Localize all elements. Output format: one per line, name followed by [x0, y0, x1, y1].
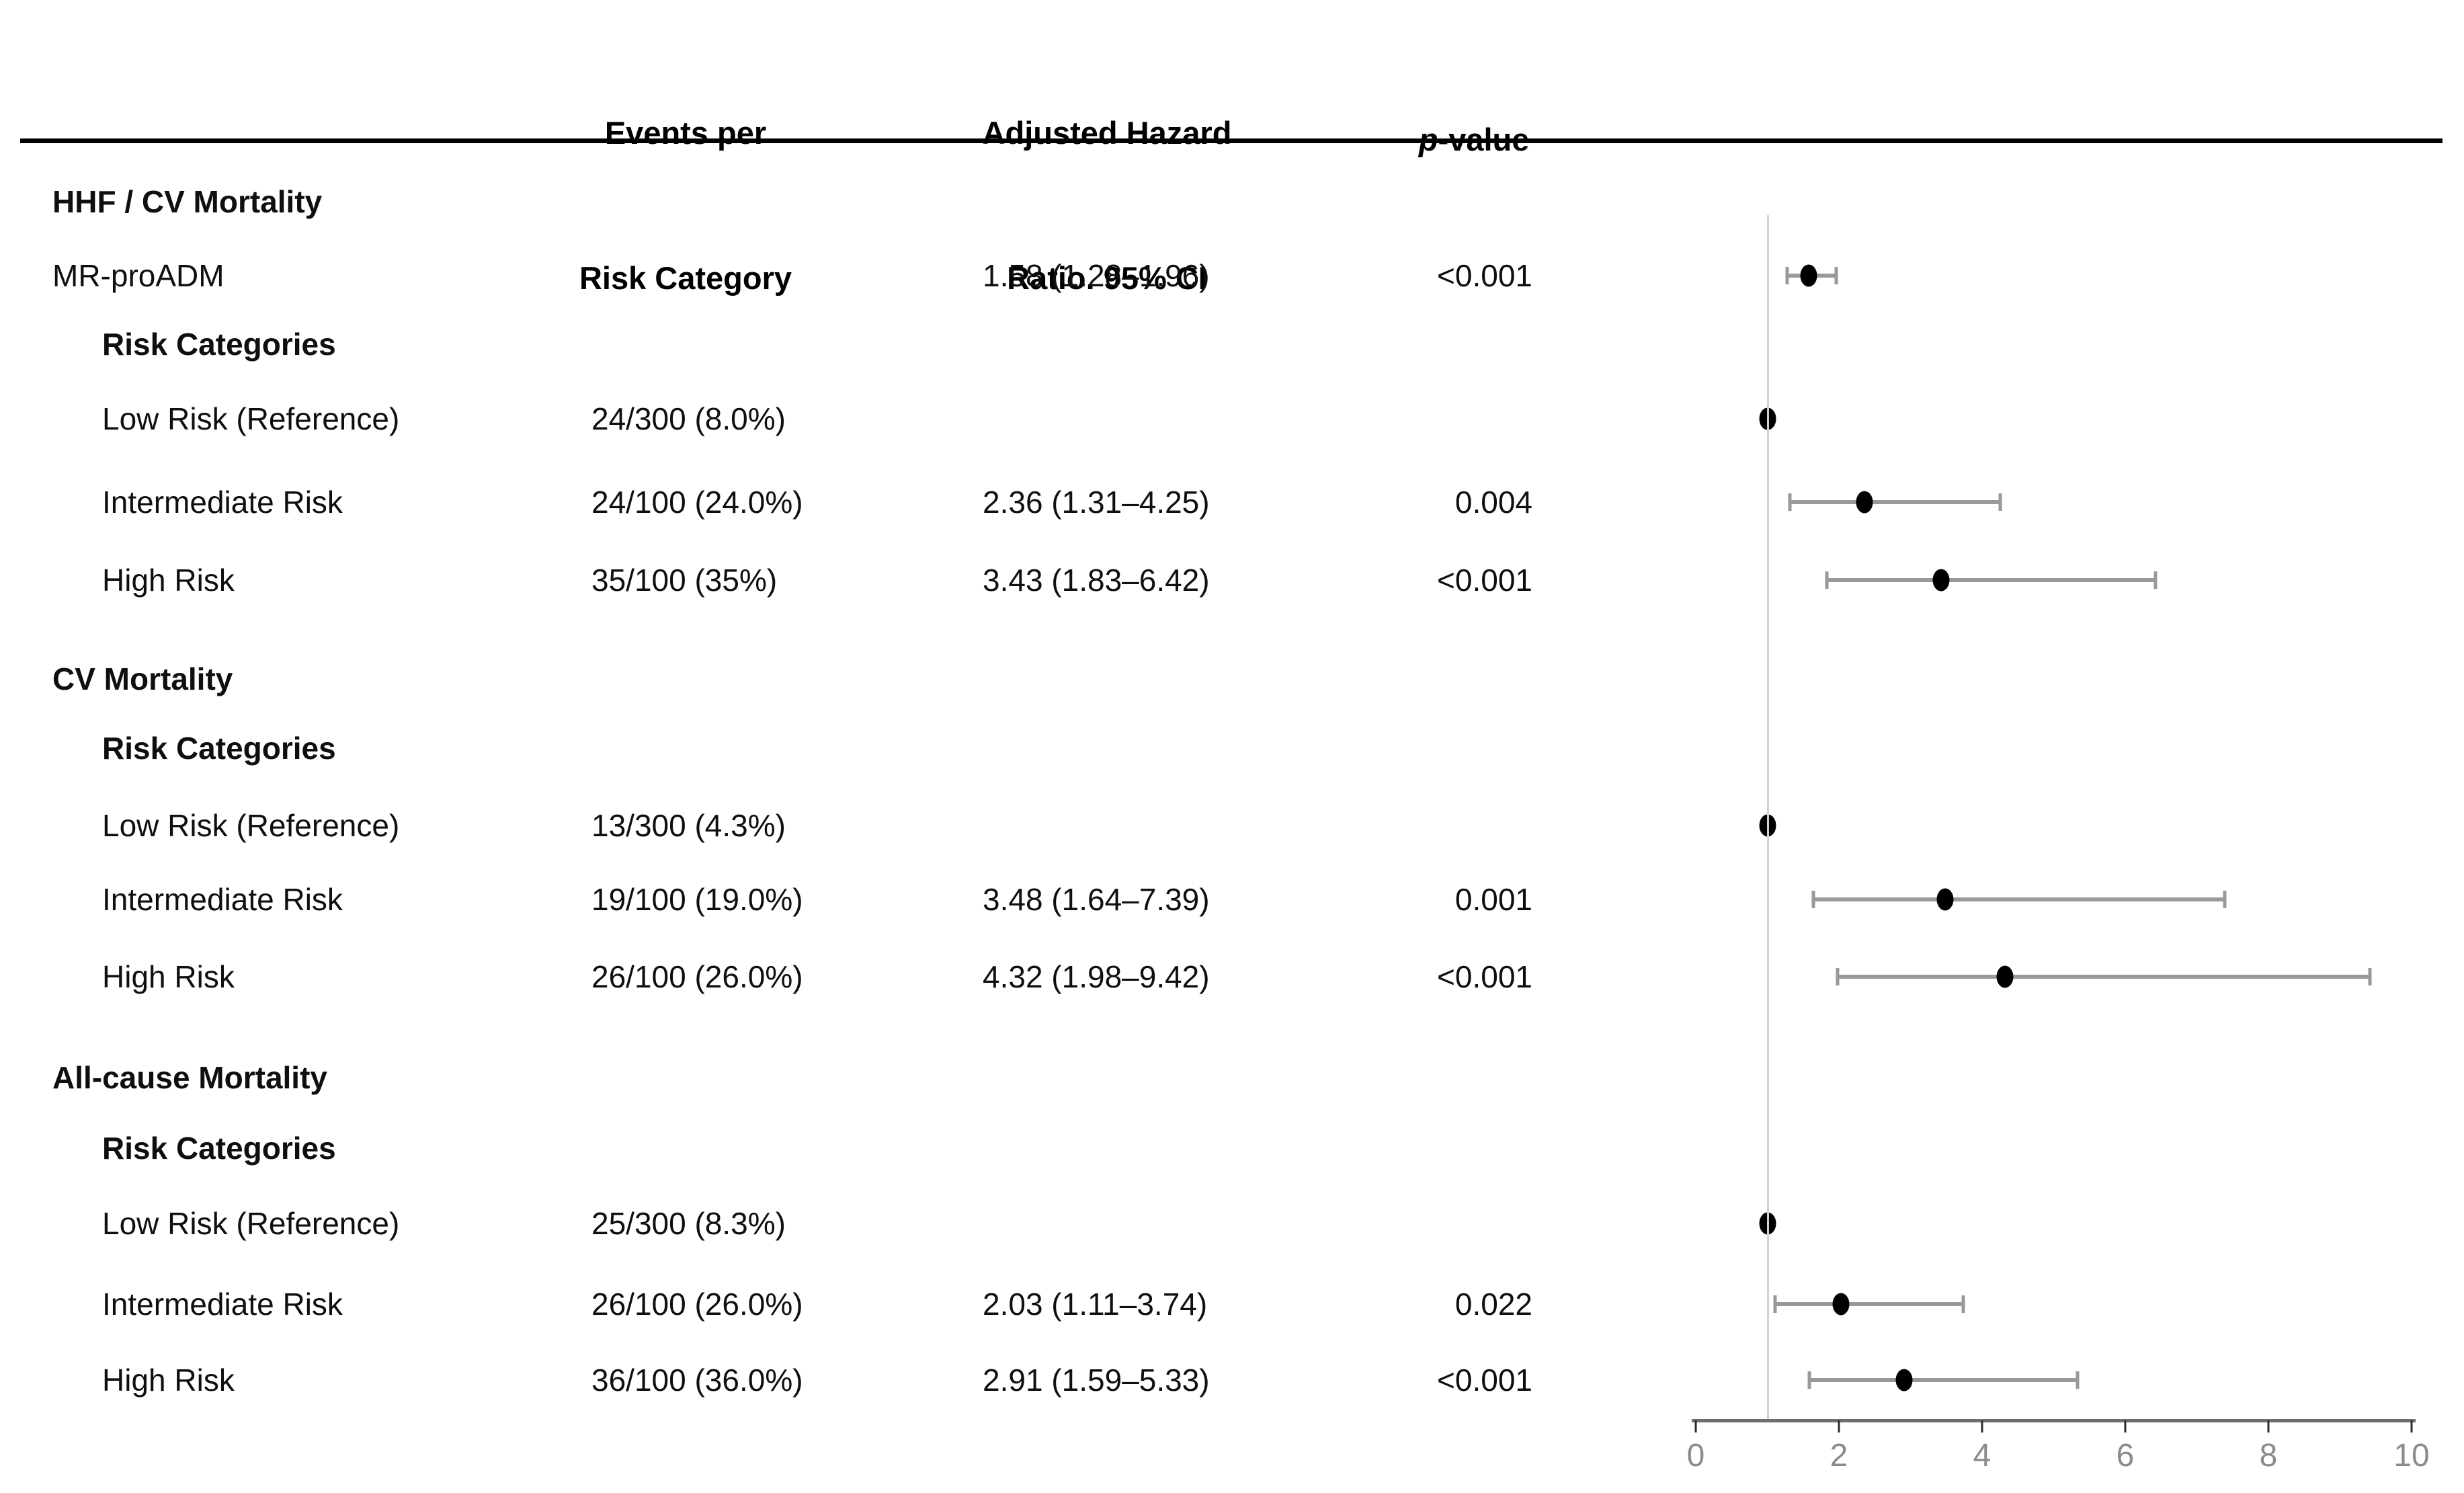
hazard-ratio-value: 1.58 (1.28–1.96) [983, 258, 1210, 293]
events-value: 26/100 (26.0%) [591, 1287, 803, 1322]
section-label: Risk Categories [102, 1131, 336, 1166]
ci-cap-left [1788, 493, 1791, 511]
section-label: CV Mortality [52, 661, 233, 696]
hr-point-estimate [1856, 491, 1873, 514]
events-value: 36/100 (36.0%) [591, 1363, 803, 1398]
hr-point-estimate [1996, 965, 2014, 988]
section-label: Risk Categories [102, 731, 336, 766]
row-label: Intermediate Risk [102, 882, 343, 917]
x-tick-label: 2 [1830, 1438, 1848, 1474]
ci-cap-left [1825, 571, 1829, 589]
row-label: Low Risk (Reference) [102, 401, 400, 436]
x-tick-label: 8 [2259, 1438, 2278, 1474]
x-tick-label: 4 [1973, 1438, 1991, 1474]
hazard-ratio-value: 3.48 (1.64–7.39) [983, 882, 1210, 917]
section-label: HHF / CV Mortality [52, 184, 323, 219]
hr-point-estimate [1895, 1369, 1913, 1391]
ci-cap-left [1785, 267, 1789, 284]
x-tick [2267, 1420, 2270, 1433]
x-axis [1692, 1419, 2416, 1422]
row-label: High Risk [102, 563, 235, 598]
ci-cap-right [1998, 493, 2002, 511]
hazard-ratio-value: 2.03 (1.11–3.74) [983, 1287, 1208, 1322]
events-value: 24/100 (24.0%) [591, 485, 803, 520]
ci-bar [1775, 1302, 1964, 1306]
row-label: High Risk [102, 1363, 235, 1398]
hr-point-estimate [1932, 569, 1950, 592]
row-label: Low Risk (Reference) [102, 1206, 400, 1241]
ci-cap-left [1773, 1295, 1777, 1313]
x-tick [1694, 1420, 1697, 1433]
x-tick [2124, 1420, 2127, 1433]
reference-line [1766, 215, 1769, 1419]
hr-point-estimate [1832, 1293, 1850, 1316]
header-rule [20, 138, 2442, 143]
hr-point-estimate [1936, 888, 1954, 911]
p-value: 0.004 [1454, 485, 1532, 520]
section-label: All-cause Mortality [52, 1060, 327, 1095]
ci-cap-right [2153, 571, 2158, 589]
events-value: 13/300 (4.3%) [591, 808, 786, 843]
hr-point-estimate [1800, 264, 1817, 287]
p-value: <0.001 [1437, 258, 1532, 293]
x-tick-label: 10 [2393, 1438, 2430, 1474]
column-header-events: Events per Risk Category [579, 12, 792, 399]
hazard-ratio-value: 4.32 (1.98–9.42) [983, 959, 1210, 994]
events-value: 26/100 (26.0%) [591, 959, 803, 994]
p-value: 0.022 [1454, 1287, 1532, 1322]
ci-bar [1837, 975, 2371, 979]
ci-cap-right [2368, 968, 2372, 985]
p-value: 0.001 [1454, 882, 1532, 917]
row-label: Intermediate Risk [102, 1287, 343, 1322]
ci-cap-right [1834, 267, 1838, 284]
events-value: 19/100 (19.0%) [591, 882, 803, 917]
x-tick [2410, 1420, 2413, 1433]
hazard-ratio-value: 2.36 (1.31–4.25) [983, 485, 1210, 520]
ci-cap-left [1811, 891, 1815, 908]
column-header-hr-line1: Adjusted Hazard [982, 115, 1232, 151]
row-label: MR-proADM [52, 258, 224, 293]
row-label: Low Risk (Reference) [102, 808, 400, 843]
events-value: 35/100 (35%) [591, 563, 778, 598]
ci-bar [1809, 1378, 2078, 1382]
ci-cap-left [1807, 1371, 1811, 1389]
ci-bar [1813, 897, 2225, 901]
events-value: 25/300 (8.3%) [591, 1206, 786, 1241]
ci-cap-right [2223, 891, 2227, 908]
x-tick-label: 0 [1686, 1438, 1705, 1474]
hazard-ratio-value: 2.91 (1.59–5.33) [983, 1363, 1210, 1398]
column-header-hr-line2: Ratio. 95% CI [1007, 260, 1207, 296]
p-value: <0.001 [1437, 563, 1532, 598]
column-header-hazard-ratio: Adjusted Hazard Ratio. 95% CI [983, 12, 1232, 399]
ci-cap-right [1961, 1295, 1965, 1313]
x-tick-label: 6 [2116, 1438, 2135, 1474]
p-value: <0.001 [1437, 1363, 1532, 1398]
x-tick [1838, 1420, 1840, 1433]
events-value: 24/300 (8.0%) [591, 401, 786, 436]
ci-bar [1826, 578, 2155, 582]
column-header-events-line1: Events per [604, 115, 767, 151]
ci-bar [1789, 500, 2000, 504]
x-tick [1981, 1420, 1983, 1433]
row-label: Intermediate Risk [102, 485, 343, 520]
ci-cap-right [2076, 1371, 2080, 1389]
section-label: Risk Categories [102, 327, 336, 362]
row-label: High Risk [102, 959, 235, 994]
hazard-ratio-value: 3.43 (1.83–6.42) [983, 563, 1210, 598]
ci-cap-left [1836, 968, 1840, 985]
p-value: <0.001 [1437, 959, 1532, 994]
column-header-events-line2: Risk Category [579, 260, 792, 296]
